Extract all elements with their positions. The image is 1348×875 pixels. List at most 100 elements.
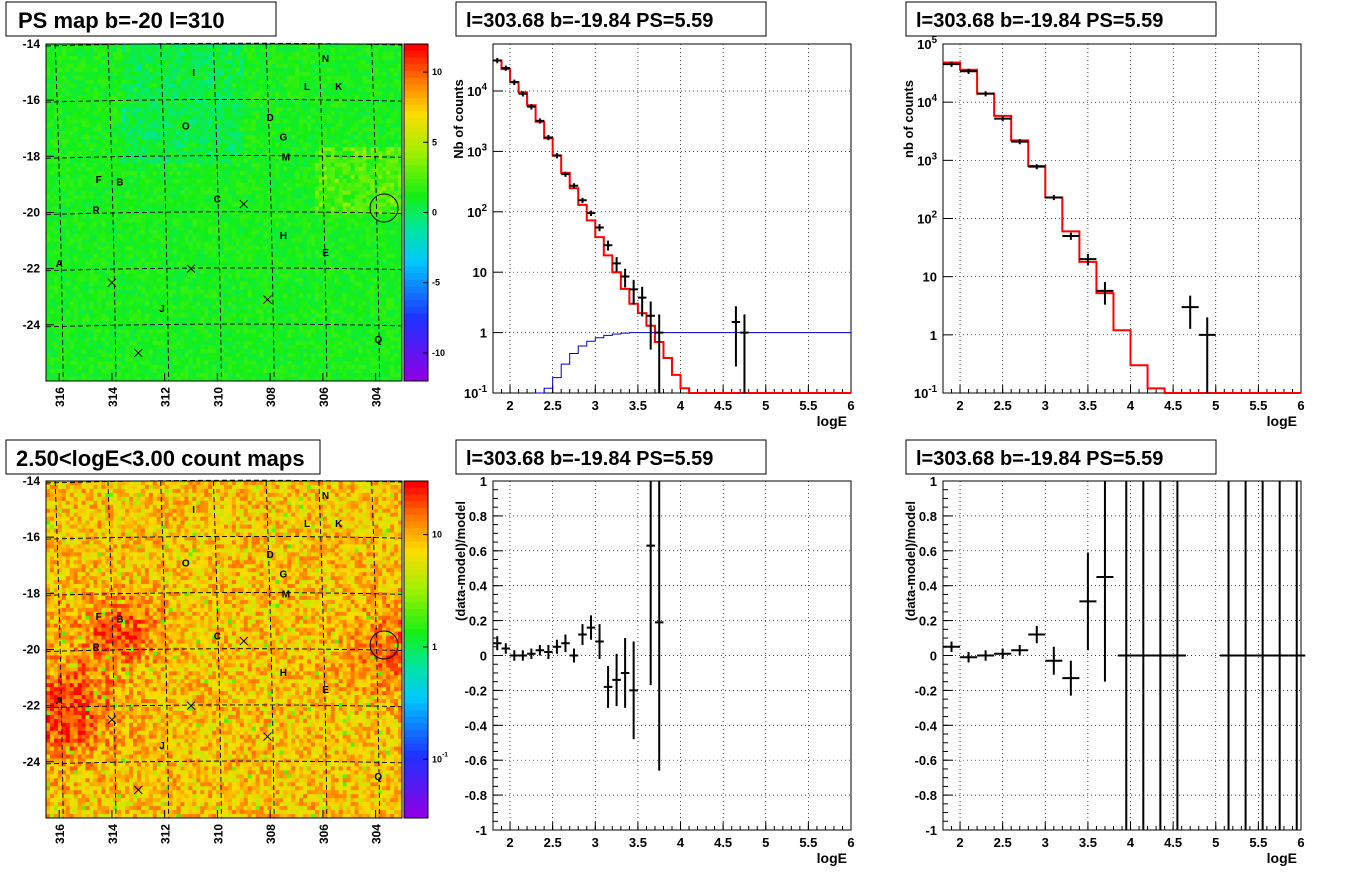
heatmap-cell xyxy=(180,162,185,168)
heatmap-cell xyxy=(330,71,336,77)
heatmap-cell xyxy=(227,71,233,77)
heatmap-cell xyxy=(358,218,363,223)
heatmap-cell xyxy=(263,51,268,57)
heatmap-cell xyxy=(212,198,217,203)
heatmap-cell xyxy=(314,103,320,108)
heatmap-cell xyxy=(49,162,55,168)
heatmap-cell xyxy=(140,258,146,263)
heatmap-cell xyxy=(113,262,118,267)
heatmap-cell xyxy=(342,47,348,53)
heatmap-cell xyxy=(212,202,217,207)
heatmap-cell xyxy=(378,75,383,81)
heatmap-cell xyxy=(334,234,340,239)
heatmap-cell xyxy=(188,202,193,207)
heatmap-cell xyxy=(303,158,308,164)
heatmap-cell xyxy=(386,214,391,219)
heatmap-cell xyxy=(398,190,403,196)
heatmap-cell xyxy=(160,194,166,200)
heatmap-cell xyxy=(247,111,253,116)
heatmap-cell xyxy=(322,44,328,49)
heatmap-cell xyxy=(267,79,272,85)
heatmap-cell xyxy=(200,246,205,251)
heatmap-cell xyxy=(212,115,217,120)
heatmap-cell xyxy=(117,174,122,180)
heatmap-cell xyxy=(287,63,292,69)
heatmap-cell xyxy=(93,83,98,89)
heatmap-cell xyxy=(378,166,383,172)
heatmap-cell xyxy=(235,107,241,112)
heatmap-cell xyxy=(140,67,146,73)
heatmap-cell xyxy=(259,218,264,223)
heatmap-cell xyxy=(326,190,332,196)
heatmap-cell xyxy=(370,44,375,49)
heatmap-cell xyxy=(204,222,209,227)
heatmap-cell xyxy=(97,79,102,85)
heatmap-cell xyxy=(200,250,205,255)
heatmap-cell xyxy=(235,198,241,203)
heatmap-cell xyxy=(188,210,193,215)
heatmap-cell xyxy=(129,234,134,239)
heatmap-cell xyxy=(81,71,86,77)
heatmap-cell xyxy=(354,254,359,259)
heatmap-cell xyxy=(156,158,162,164)
heatmap-cell xyxy=(93,91,98,96)
heatmap-cell xyxy=(227,63,233,69)
heatmap-cell xyxy=(200,87,205,92)
heatmap-cell xyxy=(243,119,249,124)
heatmap-cell xyxy=(275,123,280,128)
heatmap-cell xyxy=(125,83,130,89)
heatmap-cell xyxy=(295,91,300,96)
heatmap-cell xyxy=(251,206,257,211)
heatmap-cell xyxy=(378,250,383,255)
heatmap-cell xyxy=(322,123,328,128)
heatmap-cell xyxy=(136,67,142,73)
heatmap-cell xyxy=(77,91,82,96)
heatmap-cell xyxy=(73,222,79,227)
heatmap-cell xyxy=(121,242,126,247)
heatmap-cell xyxy=(374,226,379,231)
heatmap-cell xyxy=(204,210,209,215)
heatmap-cell xyxy=(307,59,312,65)
heatmap-cell xyxy=(117,131,122,136)
heatmap-cell xyxy=(362,222,367,227)
heatmap-cell xyxy=(303,115,308,120)
heatmap-cell xyxy=(121,194,126,200)
heatmap-cell xyxy=(192,210,197,215)
heatmap-cell xyxy=(295,99,300,104)
heatmap-cell xyxy=(374,83,379,89)
heatmap-cell xyxy=(362,115,367,120)
heatmap-cell xyxy=(156,71,162,77)
heatmap-cell xyxy=(263,202,268,207)
heatmap-cell xyxy=(398,186,403,192)
heatmap-cell xyxy=(77,182,82,188)
heatmap-cell xyxy=(283,47,288,53)
heatmap-cell xyxy=(398,166,403,172)
heatmap-cell xyxy=(208,111,213,116)
heatmap-cell xyxy=(117,47,122,53)
heatmap-cell xyxy=(125,258,130,263)
heatmap-cell xyxy=(97,206,102,211)
heatmap-cell xyxy=(133,230,138,235)
heatmap-cell xyxy=(152,115,158,120)
heatmap-cell xyxy=(279,226,284,231)
heatmap-cell xyxy=(386,51,391,57)
heatmap-cell xyxy=(156,162,162,168)
heatmap-cell xyxy=(287,258,292,263)
heatmap-cell xyxy=(117,99,122,104)
heatmap-cell xyxy=(89,210,94,215)
heatmap-cell xyxy=(314,79,320,85)
heatmap-cell xyxy=(275,246,280,251)
heatmap-cell xyxy=(299,139,304,144)
heatmap-cell xyxy=(358,143,363,148)
heatmap-cell xyxy=(184,44,189,49)
heatmap-cell xyxy=(231,59,237,65)
heatmap-cell xyxy=(271,63,276,69)
heatmap-cell xyxy=(382,63,387,69)
heatmap-cell xyxy=(251,111,257,116)
heatmap-cell xyxy=(184,151,189,156)
heatmap-cell xyxy=(69,44,75,49)
heatmap-cell xyxy=(156,226,162,231)
heatmap-cell xyxy=(271,119,276,124)
heatmap-cell xyxy=(239,75,245,81)
heatmap-cell xyxy=(267,242,272,247)
